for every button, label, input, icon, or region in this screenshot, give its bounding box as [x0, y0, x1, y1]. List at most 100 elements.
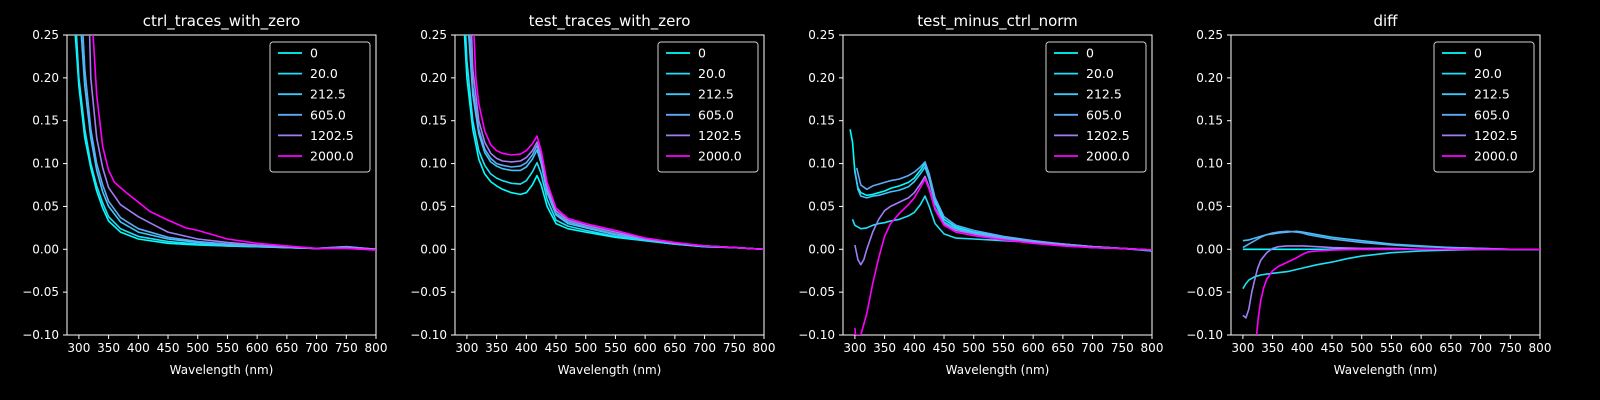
x-tick-label: 450: [933, 341, 956, 355]
x-tick-label: 600: [246, 341, 269, 355]
x-tick-label: 550: [604, 341, 627, 355]
legend-label-1: 20.0: [1086, 66, 1114, 81]
legend-label-5: 2000.0: [1474, 149, 1518, 164]
y-tick-label: 0.20: [420, 71, 447, 85]
y-tick-label: 0.25: [32, 28, 59, 42]
series-line-3: [1242, 230, 1540, 251]
y-tick-label: −0.05: [1186, 285, 1223, 299]
series-line-5: [1255, 248, 1540, 335]
legend-label-4: 1202.5: [1086, 128, 1130, 143]
y-tick-label: 0.25: [1196, 28, 1223, 42]
x-axis-label: Wavelength (nm): [946, 363, 1050, 377]
legend-label-2: 212.5: [698, 87, 734, 102]
series-line-5: [92, 35, 376, 251]
y-tick-label: −0.10: [22, 328, 59, 342]
y-tick-label: 0.15: [808, 114, 835, 128]
y-tick-label: 0.00: [808, 242, 835, 256]
legend: 0 20.0 212.5 605.0 1202.5 2000.0: [657, 41, 759, 173]
x-tick-label: 650: [663, 341, 686, 355]
legend-label-3: 605.0: [310, 107, 346, 122]
y-tick-label: 0.15: [32, 114, 59, 128]
x-tick-label: 700: [693, 341, 716, 355]
legend-label-1: 20.0: [1474, 66, 1502, 81]
x-tick-label: 550: [992, 341, 1015, 355]
x-tick-label: 450: [545, 341, 568, 355]
legend-label-2: 212.5: [310, 87, 346, 102]
x-tick-label: 500: [186, 341, 209, 355]
x-tick-label: 350: [97, 341, 120, 355]
x-tick-label: 650: [275, 341, 298, 355]
x-tick-label: 500: [1350, 341, 1373, 355]
x-tick-label: 600: [1410, 341, 1433, 355]
x-tick-label: 800: [1141, 341, 1164, 355]
x-tick-label: 350: [485, 341, 508, 355]
legend-label-4: 1202.5: [698, 128, 742, 143]
x-tick-label: 700: [1469, 341, 1492, 355]
y-tick-label: −0.10: [1186, 328, 1223, 342]
x-tick-label: 700: [1081, 341, 1104, 355]
series-line-5: [473, 35, 764, 251]
y-tick-label: −0.05: [22, 285, 59, 299]
series-line-3: [855, 161, 1152, 251]
series-line-4: [470, 35, 764, 251]
x-tick-label: 800: [1529, 341, 1552, 355]
x-axis-label: Wavelength (nm): [1334, 363, 1438, 377]
x-tick-label: 450: [1321, 341, 1344, 355]
y-tick-label: −0.05: [798, 285, 835, 299]
chart-title: ctrl_traces_with_zero: [143, 12, 300, 31]
legend-label-5: 2000.0: [1086, 149, 1130, 164]
y-tick-label: 0.10: [1196, 157, 1223, 171]
chart-title: test_traces_with_zero: [529, 12, 691, 31]
y-tick-label: 0.25: [808, 28, 835, 42]
y-tick-label: 0.20: [32, 71, 59, 85]
x-tick-label: 750: [1499, 341, 1522, 355]
y-tick-label: 0.10: [808, 157, 835, 171]
x-tick-label: 550: [1380, 341, 1403, 355]
y-tick-label: 0.20: [808, 71, 835, 85]
legend-label-0: 0: [1086, 46, 1094, 61]
y-tick-label: 0.00: [420, 242, 447, 256]
legend-label-3: 605.0: [1474, 107, 1510, 122]
chart-title: diff: [1373, 12, 1398, 30]
legend-label-2: 212.5: [1474, 87, 1510, 102]
legend-label-3: 605.0: [1086, 107, 1122, 122]
x-axis-label: Wavelength (nm): [558, 363, 662, 377]
legend-label-0: 0: [698, 46, 706, 61]
x-tick-label: 400: [127, 341, 150, 355]
chart-panel-2: 300 350 400 450 500 550 600 650 700 750 800 0.25 0.2…: [798, 12, 1163, 377]
x-tick-label: 750: [335, 341, 358, 355]
legend: 0 20.0 212.5 605.0 1202.5 2000.0: [1433, 41, 1535, 173]
y-tick-label: −0.10: [798, 328, 835, 342]
x-tick-label: 600: [1022, 341, 1045, 355]
x-tick-label: 750: [1111, 341, 1134, 355]
x-tick-label: 400: [903, 341, 926, 355]
series-line-5: [854, 178, 1152, 335]
legend-label-5: 2000.0: [698, 149, 742, 164]
x-tick-label: 300: [67, 341, 90, 355]
y-tick-label: −0.05: [410, 285, 447, 299]
y-tick-label: 0.05: [1196, 199, 1223, 213]
y-tick-label: 0.05: [808, 199, 835, 213]
y-tick-label: 0.00: [1196, 242, 1223, 256]
x-tick-label: 600: [634, 341, 657, 355]
legend: 0 20.0 212.5 605.0 1202.5 2000.0: [269, 41, 371, 173]
legend-label-0: 0: [310, 46, 318, 61]
legend-label-3: 605.0: [698, 107, 734, 122]
x-tick-label: 750: [723, 341, 746, 355]
chart-panel-3: 300 350 400 450 500 550 600 650 700 750 800 0.25 0.2…: [1186, 12, 1551, 377]
legend-label-0: 0: [1474, 46, 1482, 61]
x-tick-label: 800: [365, 341, 388, 355]
legend-label-4: 1202.5: [1474, 128, 1518, 143]
chart-panel-1: 300 350 400 450 500 550 600 650 700 750 800 0.25 0.2…: [410, 12, 775, 377]
x-tick-label: 500: [574, 341, 597, 355]
x-tick-label: 400: [515, 341, 538, 355]
x-tick-label: 650: [1051, 341, 1074, 355]
x-tick-label: 650: [1439, 341, 1462, 355]
y-tick-label: 0.20: [1196, 71, 1223, 85]
y-tick-label: 0.15: [420, 114, 447, 128]
x-tick-label: 350: [873, 341, 896, 355]
x-axis-label: Wavelength (nm): [170, 363, 274, 377]
y-tick-label: 0.05: [420, 199, 447, 213]
x-tick-label: 500: [962, 341, 985, 355]
